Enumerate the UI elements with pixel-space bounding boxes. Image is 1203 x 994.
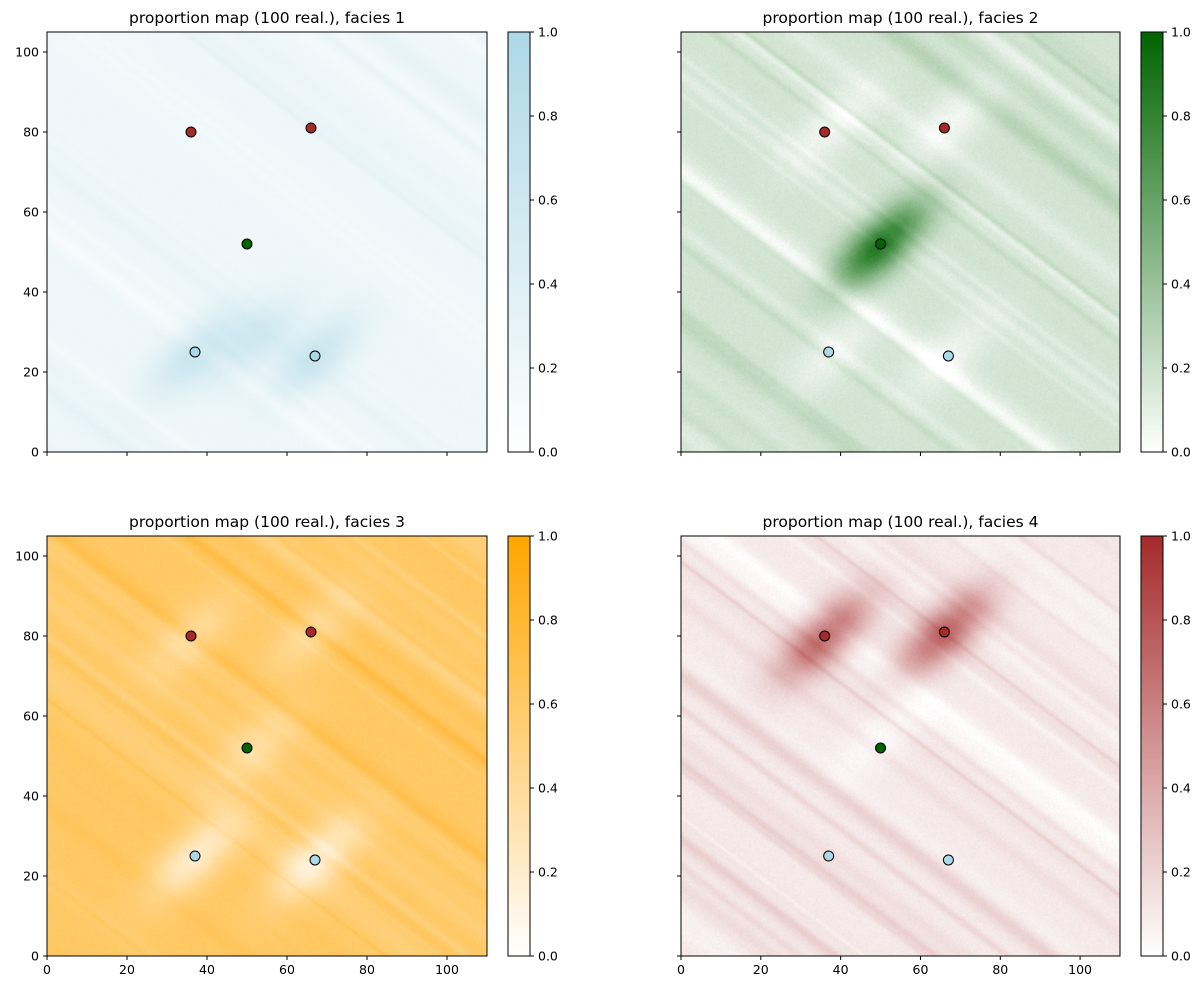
- y-tick-label: 0: [31, 445, 39, 460]
- subplot-title: proportion map (100 real.), facies 3: [129, 513, 405, 531]
- axes-frame: [680, 535, 1121, 957]
- colorbar-tick-label: 0.0: [1171, 445, 1191, 460]
- x-tick-label: 40: [833, 962, 849, 977]
- y-tick-label: 20: [23, 365, 39, 380]
- data-point-facies-1: [823, 850, 835, 862]
- x-tick-label: 100: [435, 962, 459, 977]
- y-tick-label: 100: [15, 549, 39, 564]
- data-point-facies-2: [875, 742, 887, 754]
- data-point-facies-4: [819, 126, 831, 138]
- colorbar-tick-label: 0.8: [538, 109, 558, 124]
- y-tick-label: 60: [23, 205, 39, 220]
- colorbar-tick-label: 1.0: [538, 25, 558, 40]
- data-point-facies-1: [309, 854, 321, 866]
- x-tick-label: 80: [359, 962, 375, 977]
- proportion-heatmap: [681, 32, 1120, 452]
- axes-frame: [680, 31, 1121, 453]
- data-point-facies-1: [309, 350, 321, 362]
- y-tick-label: 20: [23, 869, 39, 884]
- colorbar-tick-label: 0.0: [538, 949, 558, 964]
- colorbar-tick-label: 1.0: [538, 529, 558, 544]
- colorbar-tick-label: 0.4: [1171, 277, 1191, 292]
- x-tick-label: 20: [753, 962, 769, 977]
- subplot-facies-1: proportion map (100 real.), facies 1 0 20 4…: [15, 9, 558, 460]
- x-tick-label: 80: [992, 962, 1008, 977]
- colorbar-tick-label: 0.2: [1171, 361, 1191, 376]
- axes-frame: [46, 535, 488, 957]
- y-tick-label: 40: [23, 789, 39, 804]
- subplot-title: proportion map (100 real.), facies 4: [763, 513, 1039, 531]
- data-point-facies-1: [823, 346, 835, 358]
- y-tick-label: 80: [23, 125, 39, 140]
- colorbar-tick-label: 0.2: [538, 865, 558, 880]
- data-point-facies-4: [305, 122, 317, 134]
- colorbar: [1140, 31, 1164, 453]
- proportion-heatmap: [47, 536, 487, 956]
- subplot-facies-4: proportion map (100 real.), facies 4 0 20 4…: [677, 513, 1191, 977]
- subplot-facies-2: proportion map (100 real.), facies 2 0.0 0…: [677, 9, 1191, 460]
- colorbar-tick-label: 0.8: [1171, 613, 1191, 628]
- colorbar-tick-label: 0.0: [538, 445, 558, 460]
- colorbar-tick-label: 1.0: [1171, 25, 1191, 40]
- colorbar-tick-label: 0.8: [538, 613, 558, 628]
- x-tick-label: 20: [119, 962, 135, 977]
- x-tick-label: 0: [677, 962, 685, 977]
- x-tick-label: 40: [199, 962, 215, 977]
- y-tick-label: 40: [23, 285, 39, 300]
- y-tick-label: 0: [31, 949, 39, 964]
- colorbar-tick-label: 0.6: [1171, 193, 1191, 208]
- data-point-facies-4: [185, 630, 197, 642]
- colorbar-tick-label: 0.8: [1171, 109, 1191, 124]
- proportion-heatmap: [681, 536, 1120, 956]
- colorbar-tick-label: 0.6: [1171, 697, 1191, 712]
- x-tick-label: 60: [913, 962, 929, 977]
- colorbar-tick-label: 0.2: [538, 361, 558, 376]
- data-point-facies-4: [938, 122, 950, 134]
- subplot-facies-3: proportion map (100 real.), facies 3 0 20 4…: [15, 513, 558, 977]
- colorbar-tick-label: 0.2: [1171, 865, 1191, 880]
- subplot-title: proportion map (100 real.), facies 2: [763, 9, 1039, 27]
- colorbar-tick-label: 0.6: [538, 193, 558, 208]
- subplot-title: proportion map (100 real.), facies 1: [129, 9, 405, 27]
- colorbar-tick-label: 1.0: [1171, 529, 1191, 544]
- data-point-facies-2: [241, 742, 253, 754]
- colorbar-tick-label: 0.6: [538, 697, 558, 712]
- data-point-facies-2: [241, 238, 253, 250]
- data-point-facies-4: [819, 630, 831, 642]
- x-tick-label: 60: [279, 962, 295, 977]
- data-point-facies-1: [942, 854, 954, 866]
- data-point-facies-4: [305, 626, 317, 638]
- data-point-facies-1: [189, 850, 201, 862]
- colorbar-tick-label: 0.4: [538, 781, 558, 796]
- data-point-facies-4: [185, 126, 197, 138]
- proportion-heatmap: [47, 32, 487, 452]
- colorbar-tick-label: 0.0: [1171, 949, 1191, 964]
- colorbar: [507, 535, 531, 957]
- y-tick-label: 100: [15, 45, 39, 60]
- data-point-facies-4: [938, 626, 950, 638]
- x-tick-label: 100: [1068, 962, 1092, 977]
- y-tick-label: 60: [23, 709, 39, 724]
- colorbar: [1140, 535, 1164, 957]
- data-point-facies-2: [875, 238, 887, 250]
- data-point-facies-1: [189, 346, 201, 358]
- axes-frame: [46, 31, 488, 453]
- data-point-facies-1: [942, 350, 954, 362]
- y-tick-label: 80: [23, 629, 39, 644]
- colorbar-tick-label: 0.4: [1171, 781, 1191, 796]
- colorbar: [507, 31, 531, 453]
- colorbar-tick-label: 0.4: [538, 277, 558, 292]
- x-tick-label: 0: [43, 962, 51, 977]
